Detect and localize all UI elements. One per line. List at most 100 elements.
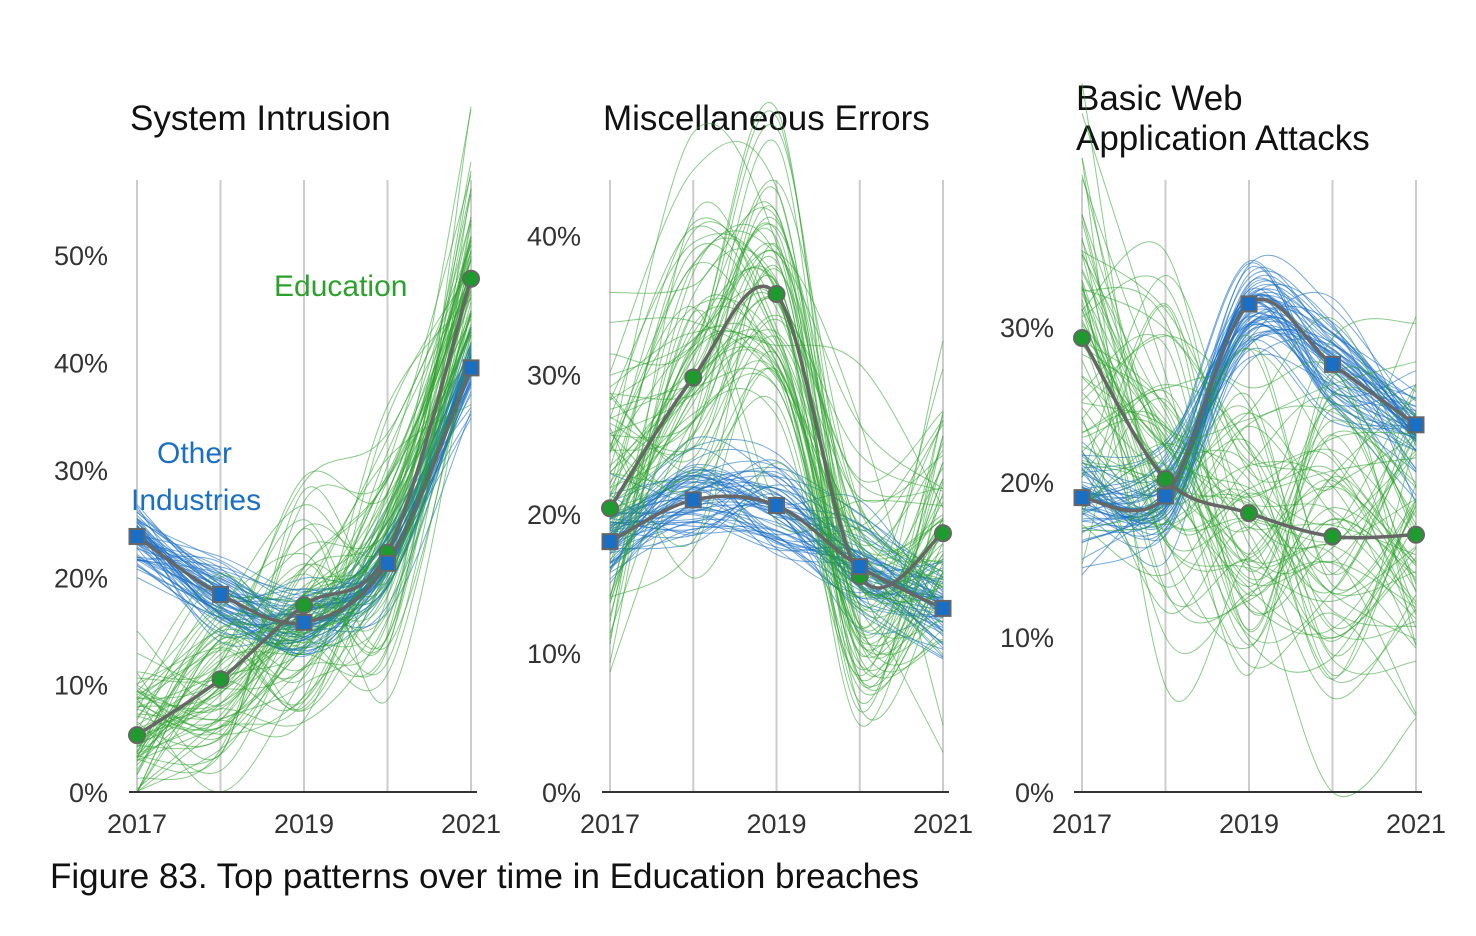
education-simulation-line: [1081, 281, 1417, 655]
panel-title-line1: Basic Web: [1076, 79, 1243, 118]
education-simulation-line: [609, 314, 944, 505]
education-simulation-line: [1081, 284, 1417, 615]
y-tick-label: 0%: [69, 778, 108, 808]
education-point-2019: [295, 596, 313, 615]
education-simulation-line: [609, 373, 944, 636]
panel-title-line2: Application Attacks: [1076, 119, 1370, 158]
axes: 0% 10% 20% 30% 40% 50% 2017 2019 2021: [54, 241, 501, 839]
education-simulation-line: [609, 250, 944, 726]
other-industries-point-2017: [128, 527, 146, 545]
other-industries-label-line2: Industries: [131, 484, 261, 517]
education-simulation-line: [136, 350, 472, 704]
x-tick-label: 2017: [107, 809, 167, 839]
other-simulation-line: [1081, 347, 1417, 524]
education-simulation-line: [609, 141, 944, 596]
education-simulation-line: [609, 329, 944, 647]
education-simulation-line: [136, 245, 472, 793]
education-point-2021: [1407, 525, 1425, 544]
other-simulation-line: [609, 473, 944, 580]
education-point-2020: [1323, 527, 1342, 546]
education-simulation-line: [1081, 240, 1417, 533]
y-tick-label: 0%: [1015, 778, 1054, 808]
y-tick-label: 30%: [1000, 313, 1054, 343]
education-simulation-line: [136, 235, 472, 758]
y-tick-label: 30%: [527, 361, 581, 391]
other-simulation-line: [609, 470, 944, 629]
education-simulation-line: [609, 296, 944, 687]
education-point-2021: [462, 269, 480, 288]
other-simulation-line: [609, 470, 944, 605]
other-simulation-line: [136, 383, 472, 618]
education-simulation-line: [1081, 410, 1417, 673]
other-industries-point-2021: [934, 599, 952, 617]
other-simulation-line: [1081, 299, 1417, 527]
panel-title: System Intrusion: [130, 99, 391, 138]
education-simulation-line: [609, 267, 944, 713]
other-industries-point-2019: [1240, 295, 1258, 313]
education-simulation-line: [136, 259, 472, 793]
x-tick-label: 2017: [580, 809, 640, 839]
other-simulation-line: [1081, 311, 1417, 484]
education-simulation-line: [1081, 288, 1417, 576]
education-simulation-line: [1081, 488, 1417, 683]
other-simulation-line: [609, 497, 944, 573]
education-simulation-line: [609, 225, 944, 598]
education-simulation-line: [609, 221, 944, 556]
education-simulation-line: [1081, 309, 1417, 641]
education-simulation-line: [609, 420, 944, 579]
other-simulation-line: [1081, 338, 1417, 515]
y-tick-label: 10%: [527, 639, 581, 669]
x-tick-label: 2019: [274, 809, 334, 839]
other-simulation-line: [609, 513, 944, 614]
education-simulation-line: [136, 365, 472, 733]
data-markers: [1073, 295, 1425, 546]
education-simulation-line: [1081, 157, 1417, 537]
y-tick-label: 40%: [54, 349, 108, 379]
y-tick-label: 10%: [1000, 623, 1054, 653]
education-simulation-line: [609, 306, 944, 533]
education-simulation-line: [1081, 322, 1417, 640]
education-simulation-line: [1081, 416, 1417, 642]
panel-miscellaneous-errors: Miscellaneous Errors 0% 10% 20% 30% 40% 2017 2…: [527, 99, 973, 839]
education-simulation-line: [1081, 279, 1417, 591]
education-simulation-line: [136, 271, 472, 758]
education-simulation-line: [1081, 340, 1417, 597]
y-tick-label: 30%: [54, 456, 108, 486]
education-simulation-line: [1081, 336, 1417, 602]
y-tick-label: 20%: [54, 563, 108, 593]
education-simulation-line: [1081, 375, 1417, 588]
figure-caption: Figure 83. Top patterns over time in Edu…: [50, 857, 919, 896]
education-simulation-line: [136, 255, 472, 762]
education-simulation-line: [609, 256, 944, 658]
education-simulation-line: [609, 110, 944, 666]
education-simulation-line: [136, 297, 472, 686]
education-simulation-line: [609, 292, 944, 613]
education-point-2018: [684, 368, 703, 387]
other-simulation-line: [1081, 313, 1417, 560]
x-tick-label: 2021: [1386, 809, 1446, 839]
other-simulation-line: [1081, 305, 1417, 537]
other-industries-point-2018: [1157, 487, 1174, 505]
x-tick-label: 2019: [1219, 809, 1279, 839]
education-simulation-line: [1081, 431, 1417, 509]
education-simulation-line: [1081, 221, 1417, 657]
education-simulation-line: [609, 217, 944, 651]
y-tick-label: 0%: [542, 778, 581, 808]
other-industries-point-2018: [684, 491, 702, 509]
education-simulation-line: [1081, 462, 1417, 608]
x-tick-label: 2017: [1052, 809, 1112, 839]
other-industries-point-2018: [212, 585, 229, 603]
education-simulation-line: [1081, 397, 1417, 585]
other-simulation-line: [609, 466, 944, 578]
axes: 0% 10% 20% 30% 2017 2019 2021: [1000, 313, 1446, 839]
education-simulation-line: [609, 349, 944, 658]
education-simulation-line: [609, 261, 944, 618]
education-median-line: [136, 278, 473, 737]
education-simulation-line: [1081, 288, 1417, 700]
education-simulation-line: [1081, 353, 1417, 530]
education-simulation-line: [609, 335, 944, 547]
y-tick-label: 20%: [527, 500, 581, 530]
median-lines: [136, 278, 473, 737]
data-markers: [128, 269, 480, 745]
